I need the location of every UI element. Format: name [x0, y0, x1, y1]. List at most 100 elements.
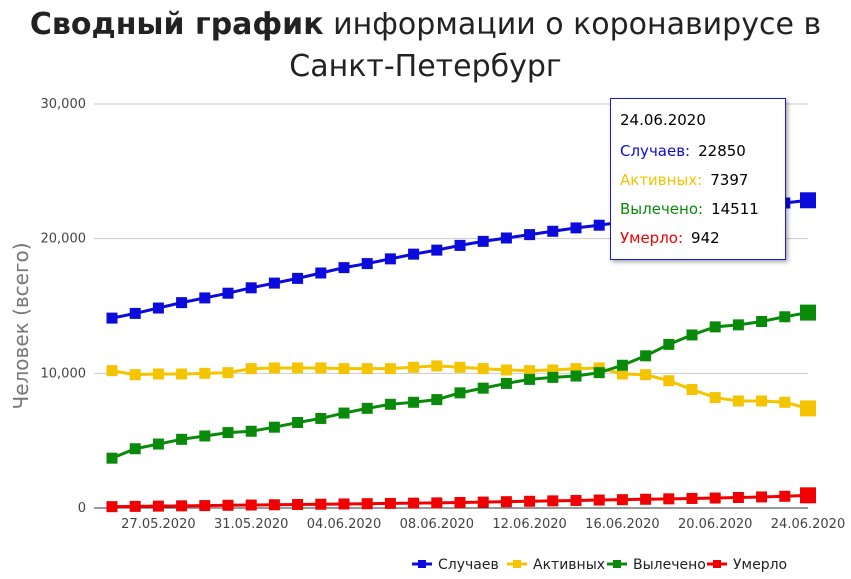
tooltip-row-cases: Случаев: 22850: [620, 142, 746, 160]
tooltip-date: 24.06.2020: [620, 111, 706, 129]
data-point: [500, 377, 512, 389]
data-point: [500, 364, 512, 376]
data-point: [408, 361, 420, 373]
data-point: [292, 272, 304, 284]
data-point: [315, 267, 327, 279]
data-point: [593, 219, 605, 231]
data-point: [245, 425, 257, 437]
x-tick-label: 24.06.2020: [771, 517, 845, 532]
data-point: [129, 369, 141, 381]
x-tick-label: 08.06.2020: [400, 517, 474, 532]
data-point: [732, 491, 744, 503]
data-point: [477, 382, 489, 394]
data-point: [199, 367, 211, 379]
data-point: [384, 398, 396, 410]
data-point: [152, 368, 164, 380]
data-point: [709, 392, 721, 404]
x-tick-label: 20.06.2020: [678, 517, 752, 532]
data-point: [570, 363, 582, 375]
tooltip-value: 942: [691, 229, 720, 247]
chart-title-rest: информации о коронавирусе в: [323, 7, 822, 42]
series-line: [111, 311, 809, 460]
data-point: [570, 370, 582, 382]
tooltip: 24.06.2020 Случаев: 22850 Активных: 7397 В…: [610, 98, 786, 260]
data-point: [686, 383, 698, 395]
legend-label: Вылечено: [633, 557, 706, 573]
data-point: [454, 496, 466, 508]
tooltip-row-recovered: Вылечено: 14511: [620, 200, 759, 218]
data-point: [129, 307, 141, 319]
y-tick-label: 0: [78, 501, 86, 516]
data-point: [477, 496, 489, 508]
data-point: [408, 497, 420, 509]
data-point: [268, 277, 280, 289]
data-point: [779, 311, 791, 323]
data-point: [408, 248, 420, 260]
legend-item: Случаев: [412, 557, 499, 573]
data-point: [616, 359, 628, 371]
tooltip-label: Активных:: [620, 171, 703, 189]
data-point: [756, 315, 768, 327]
data-point: [524, 365, 536, 377]
data-point: [199, 500, 211, 512]
chart-title-line1: Сводный график информации о коронавирусе…: [0, 4, 851, 46]
data-point: [547, 364, 559, 376]
data-point: [800, 487, 816, 504]
data-point: [779, 396, 791, 408]
data-point: [454, 387, 466, 399]
data-point: [709, 492, 721, 504]
data-point: [245, 282, 257, 294]
data-point: [315, 498, 327, 510]
data-point: [779, 490, 791, 502]
tooltip-label: Умерло:: [620, 229, 684, 247]
data-point: [616, 494, 628, 506]
data-point: [547, 495, 559, 507]
data-point: [431, 360, 443, 372]
data-point: [338, 363, 350, 375]
data-point: [384, 363, 396, 375]
data-point: [361, 402, 373, 414]
data-point: [129, 500, 141, 512]
data-point: [106, 452, 118, 464]
data-point: [152, 438, 164, 450]
axes: 0 10,000 20,000 30,000 Человек (всего) 27.05.…: [9, 97, 845, 532]
data-point: [152, 500, 164, 512]
y-tick-label: 30,000: [41, 97, 87, 112]
legend-marker: [713, 560, 721, 568]
tooltip-row-active: Активных: 7397: [620, 171, 748, 189]
data-point: [640, 350, 652, 362]
data-point: [384, 253, 396, 265]
data-point: [268, 362, 280, 374]
tooltip-value: 22850: [698, 142, 746, 160]
legend-label: Умерло: [733, 557, 787, 573]
data-point: [176, 297, 188, 309]
tooltip-value: 7397: [710, 171, 749, 189]
legend-marker: [418, 560, 426, 568]
chart-title: Сводный график информации о коронавирусе…: [0, 4, 851, 88]
data-point: [268, 421, 280, 433]
chart-title-bold: Сводный график: [29, 7, 324, 42]
data-point: [361, 498, 373, 510]
data-point: [129, 443, 141, 455]
data-point: [338, 262, 350, 274]
data-point: [686, 329, 698, 341]
data-point: [800, 192, 816, 209]
data-point: [524, 229, 536, 241]
data-point: [431, 394, 443, 406]
legend-item: Активных: [507, 557, 605, 573]
data-point: [361, 258, 373, 270]
data-point: [431, 244, 443, 256]
data-point: [663, 375, 675, 387]
y-tick-label: 10,000: [41, 366, 87, 381]
data-point: [199, 292, 211, 304]
y-tick-label: 20,000: [41, 232, 87, 247]
y-axis-label: Человек (всего): [9, 242, 33, 409]
legend-marker: [613, 560, 621, 568]
data-point: [640, 369, 652, 381]
legend-item: Вылечено: [607, 557, 706, 573]
data-point: [292, 416, 304, 428]
data-point: [524, 373, 536, 385]
data-point: [547, 225, 559, 237]
tooltip-value: 14511: [711, 200, 759, 218]
